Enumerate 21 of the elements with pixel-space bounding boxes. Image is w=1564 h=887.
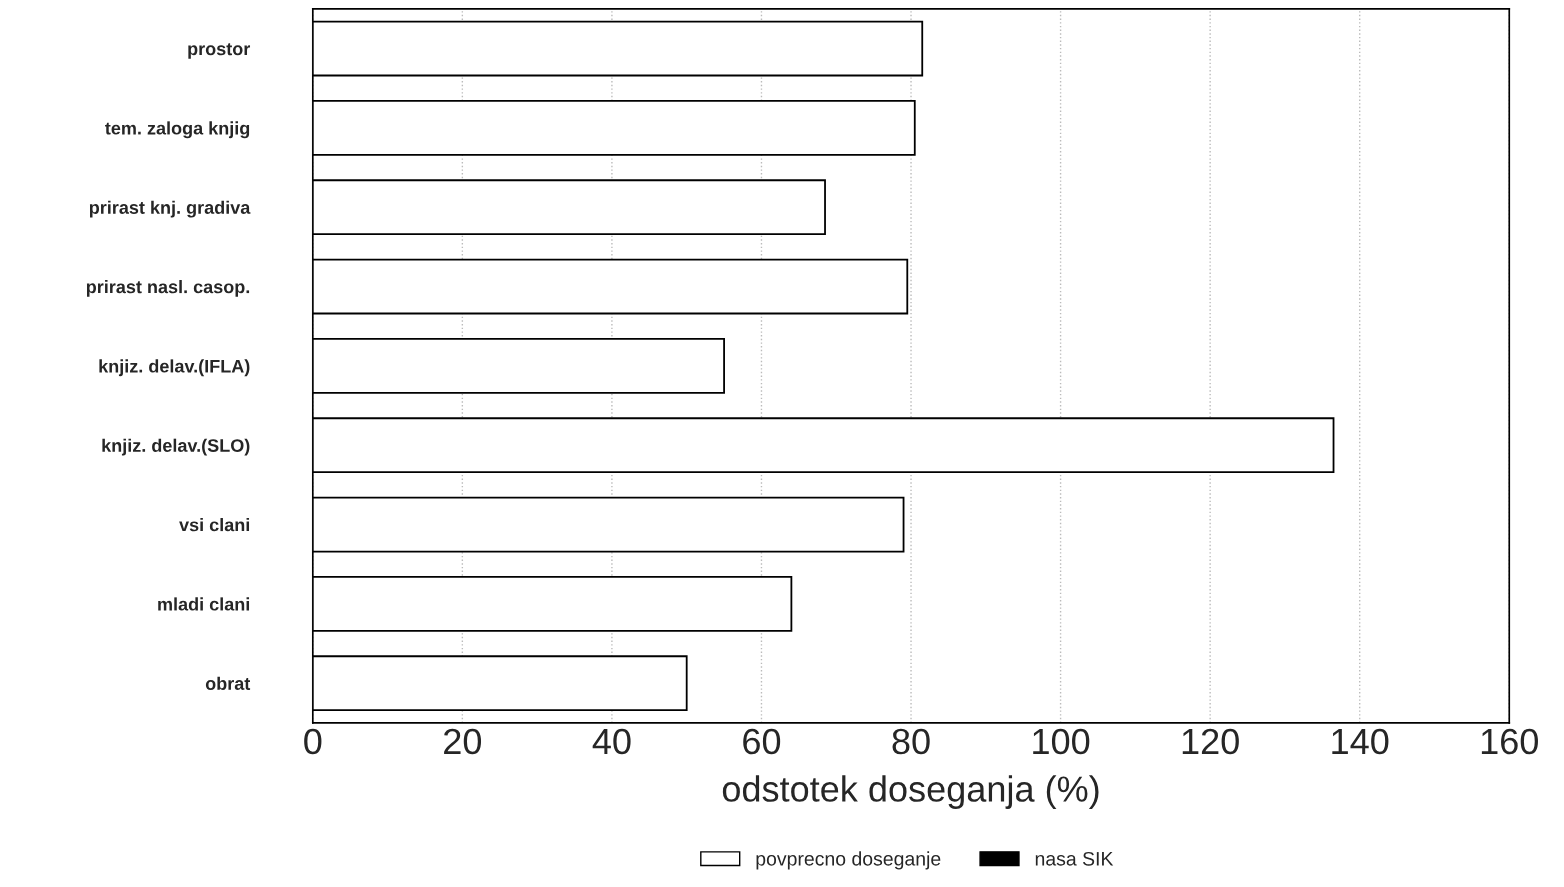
y-tick-label: knjiz. delav.(SLO) (102, 438, 250, 456)
x-tick-label: 80 (892, 728, 930, 755)
x-tick-label: 100 (1033, 728, 1090, 755)
x-tick-label: 60 (743, 728, 781, 755)
x-tick-label: 40 (592, 728, 631, 755)
y-tick-label: mladi clani (158, 597, 250, 611)
y-tick-label: obrat (205, 676, 251, 690)
y-tick-label: prirast knj. gradiva (89, 200, 251, 218)
y-tick-label: knjiz. delav.(IFLA) (99, 359, 250, 377)
x-tick-label: 20 (444, 728, 482, 755)
y-tick-label: vsi clani (179, 518, 250, 532)
x-tick-label: 120 (1182, 728, 1239, 755)
x-tick-label: 140 (1332, 728, 1389, 755)
legend-label: nasa SIK (1035, 851, 1114, 866)
y-tick-label: tem. zaloga knjig (105, 121, 250, 139)
y-tick-label: prostor (188, 43, 251, 59)
x-tick-label: 160 (1481, 728, 1538, 755)
legend-label: povprecno doseganje (756, 851, 941, 870)
x-axis-title: odstotek doseganja (%) (722, 775, 1099, 809)
x-tick-label: 0 (304, 728, 322, 755)
y-tick-label: prirast nasl. casop. (86, 280, 250, 297)
